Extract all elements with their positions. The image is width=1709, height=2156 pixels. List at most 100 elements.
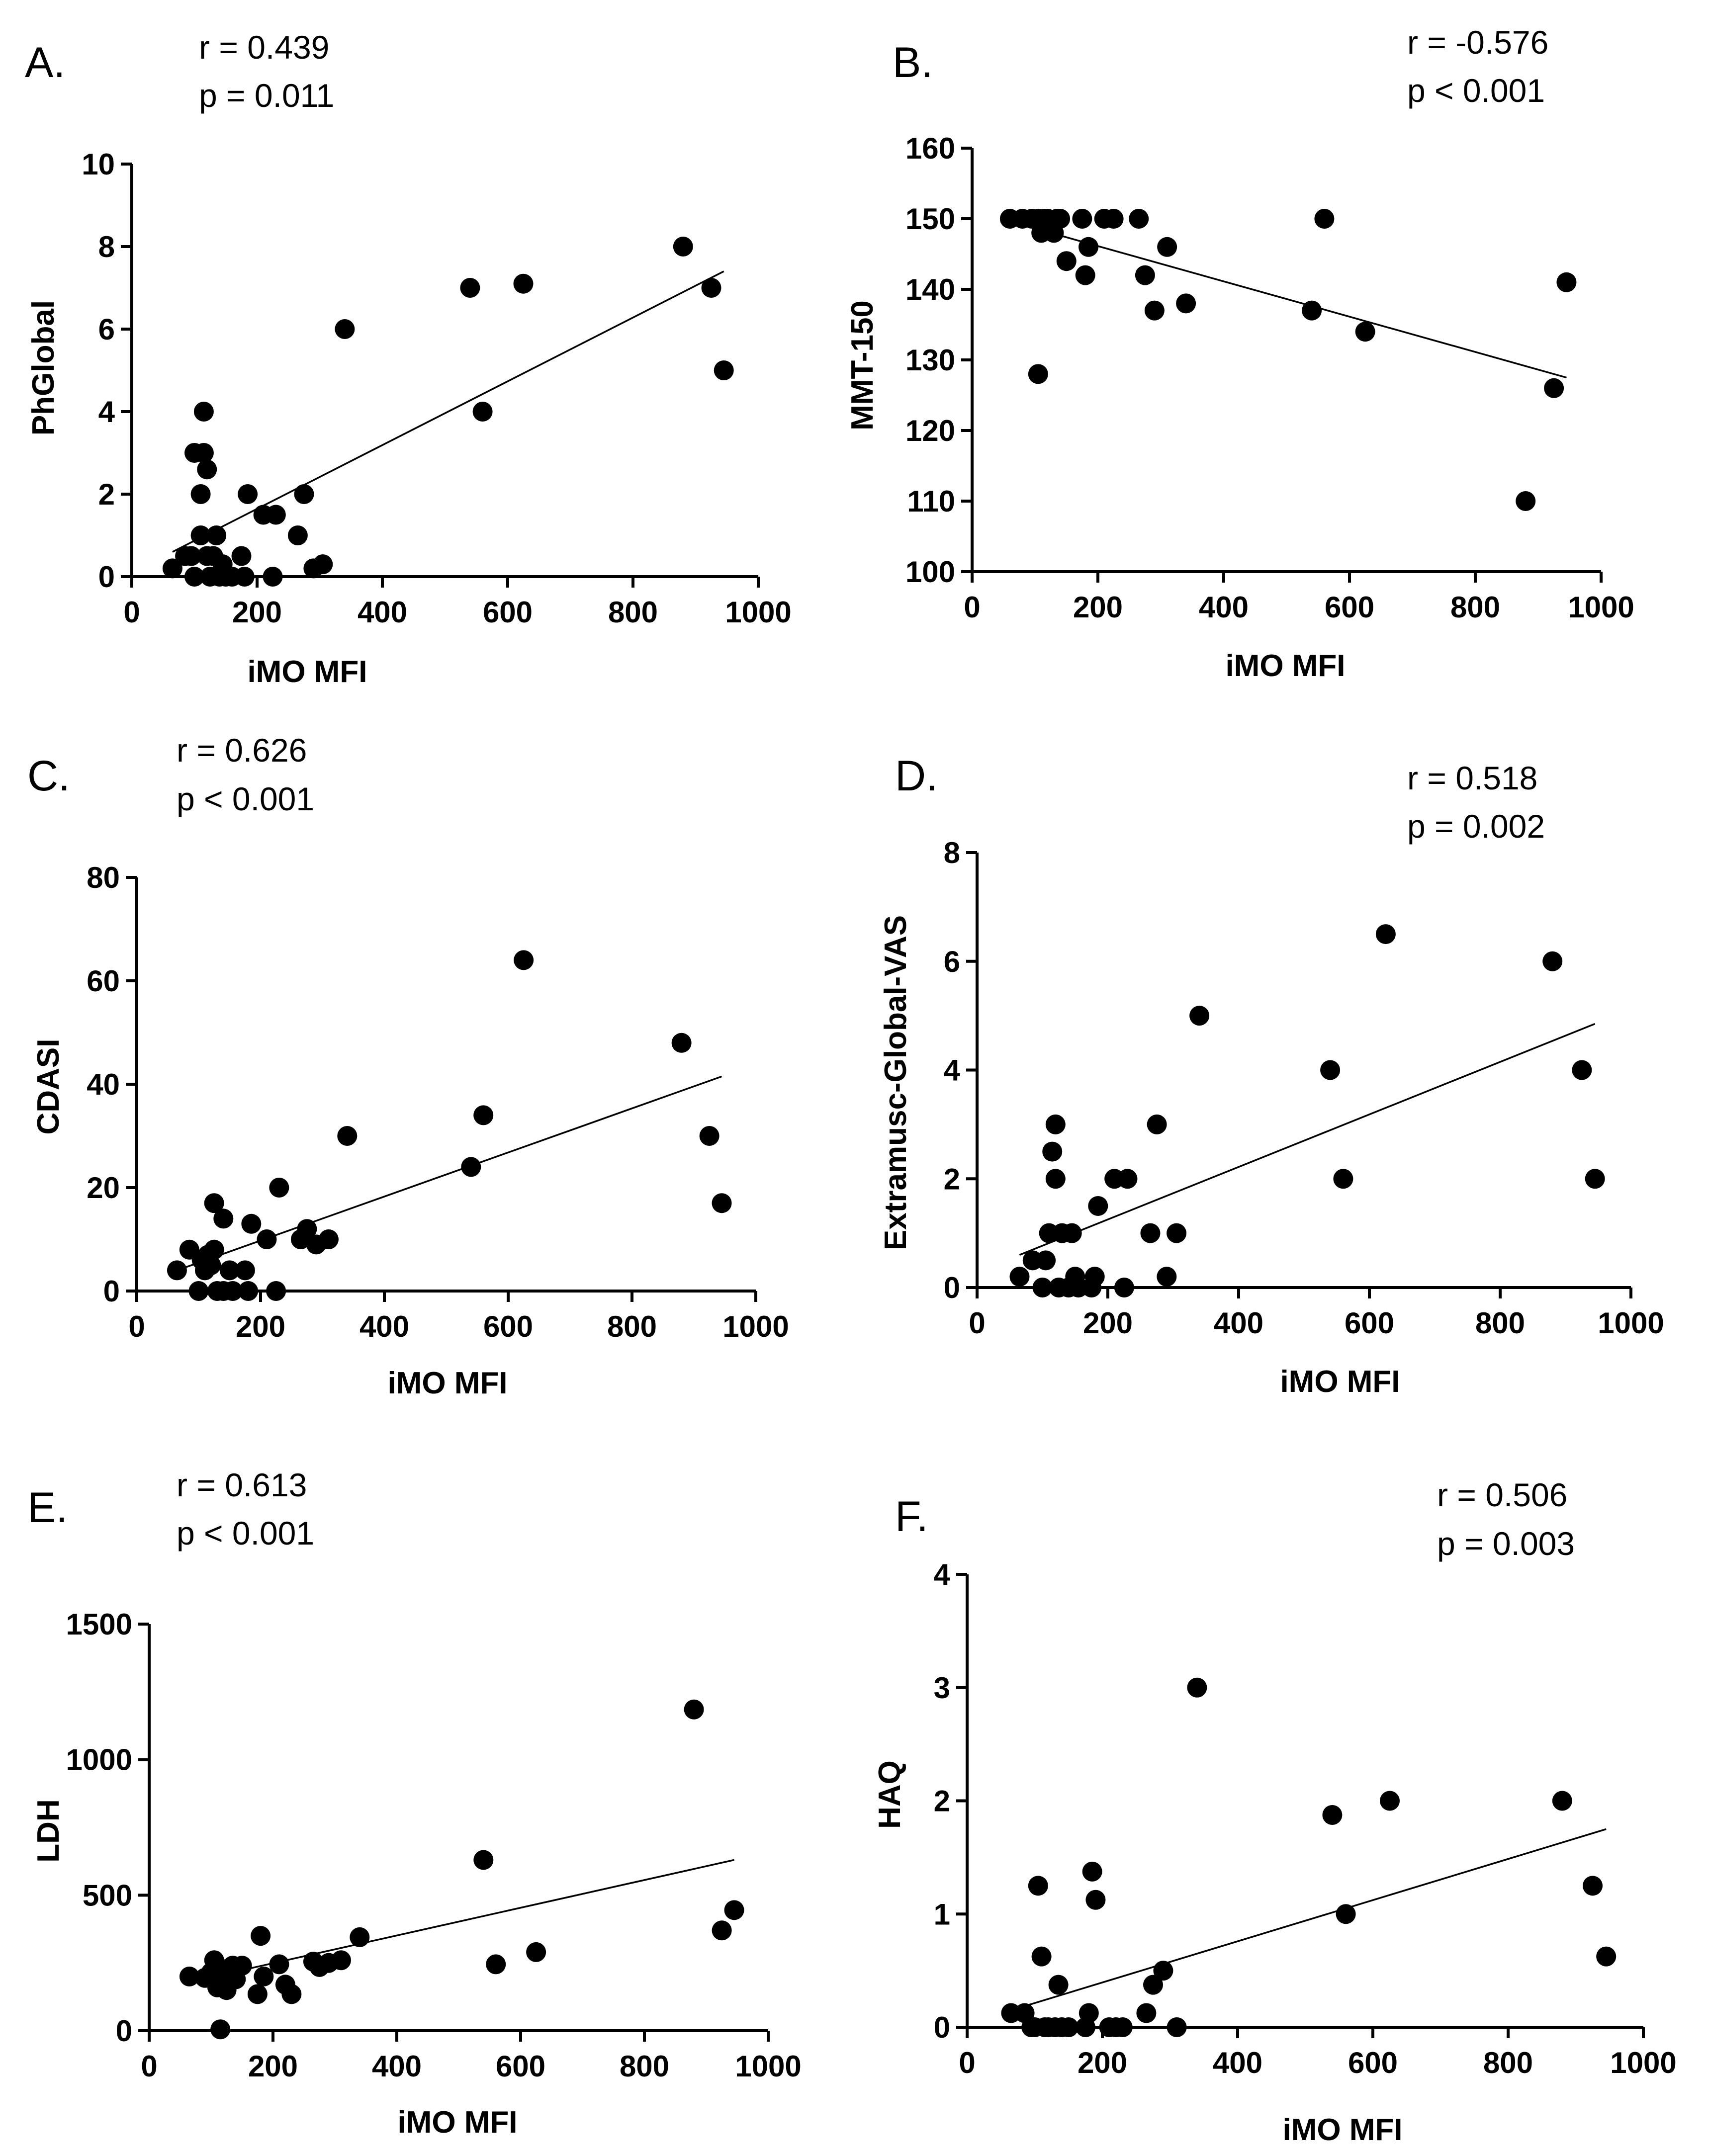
panel-b-trendline (1012, 221, 1567, 379)
panel-c-x-tick-label: 800 (607, 1310, 657, 1343)
panel-f-y-tick-label: 1 (934, 1897, 950, 1931)
panel-c-y-tick-label: 0 (103, 1275, 120, 1308)
panel-c-x-tick-label: 400 (360, 1310, 409, 1343)
panel-b-r-value: r = -0.576 (1407, 24, 1548, 61)
panel-f-data-point (1082, 1861, 1102, 1882)
panel-e-r-value: r = 0.613 (177, 1466, 307, 1503)
panel-c-data-point (235, 1260, 255, 1281)
panel-f-data-point (1596, 1946, 1617, 1967)
panel-f-data-point (1085, 1890, 1106, 1910)
panel-b-data-point (1135, 265, 1155, 285)
panel-d-trendline (1019, 1023, 1596, 1256)
panel-e-data-point (684, 1699, 704, 1720)
panel-c-data-point (213, 1208, 234, 1229)
panel-b-data-point (1028, 364, 1048, 384)
panel-c-r-value: r = 0.626 (177, 732, 307, 769)
panel-f-data-point (1136, 2003, 1157, 2023)
panel-b-data-point (1157, 237, 1177, 257)
panel-b-x-axis-title: iMO MFI (1225, 649, 1345, 683)
panel-f-x-tick-label: 200 (1078, 2046, 1127, 2079)
panel-f-data-point (1112, 2017, 1133, 2037)
panel-e-x-tick-label: 200 (248, 2050, 298, 2083)
panel-d-data-point (1157, 1267, 1177, 1287)
panel-d-data-point (1062, 1223, 1082, 1243)
panel-a-data-point (287, 525, 308, 545)
panel-e-x-axis-title: iMO MFI (397, 2105, 517, 2140)
panel-d-letter: D. (895, 752, 938, 800)
panel-c-y-axis-title: CDASI (31, 1039, 66, 1135)
panel-a-data-point (263, 567, 283, 587)
panel-f-x-tick-label: 1000 (1610, 2046, 1676, 2079)
panel-c-data-point (671, 1033, 692, 1053)
panel-b-x-tick-label: 800 (1450, 591, 1500, 624)
panel-b-y-tick-label: 160 (905, 132, 955, 165)
panel-b-data-point (1056, 251, 1077, 271)
panel-a-data-point (335, 319, 355, 339)
panel-d-data-point (1140, 1223, 1161, 1243)
panel-b-data-point (1314, 209, 1335, 229)
panel-c-data-point (238, 1281, 259, 1301)
panel-d-data-point (1542, 951, 1563, 971)
panel-c-y-tick-label: 80 (87, 861, 120, 894)
panel-f-plot: 0 200 400 600 800 1000 0 1 2 3 4 (934, 1558, 1677, 2079)
panel-f-r-value: r = 0.506 (1437, 1476, 1567, 1513)
panel-c-data-point (297, 1219, 317, 1239)
panel-e-data-point (251, 1926, 271, 1946)
panel-f-letter: F. (895, 1493, 928, 1541)
panel-a-data-point (460, 278, 480, 298)
panel-e-x-tick-label: 0 (141, 2050, 157, 2083)
panel-e-data-point (247, 1984, 268, 2004)
panel-e-y-axis-title: LDH (31, 1799, 66, 1862)
panel-f-x-tick-label: 400 (1213, 2046, 1262, 2079)
panel-f-y-tick-label: 3 (934, 1671, 950, 1705)
panel-b-data-point (1176, 293, 1196, 314)
panel-a-x-axis-title: iMO MFI (247, 655, 367, 689)
panel-a: A. r = 0.439 p = 0.011 PhGlobal iMO MFI … (25, 29, 792, 689)
panel-f-data-point (1380, 1791, 1400, 1811)
panel-d-data-point (1032, 1278, 1053, 1297)
panel-f: F. r = 0.506 p = 0.003 HAQ iMO MFI 0 200 4… (873, 1476, 1677, 2147)
panel-c-x-tick-label: 200 (236, 1310, 285, 1343)
panel-a-x-tick-label: 800 (608, 596, 658, 629)
panel-d-y-tick-label: 8 (944, 836, 960, 869)
panel-d-data-point (1045, 1114, 1066, 1134)
panel-a-y-tick-label: 2 (98, 478, 115, 511)
panel-a-data-point (162, 558, 182, 579)
panel-c-data-point (241, 1213, 262, 1234)
panel-d-data-point (1084, 1267, 1105, 1287)
panel-e: E. r = 0.613 p < 0.001 LDH iMO MFI 0 200 4… (27, 1466, 802, 2140)
panel-d-y-tick-label: 2 (944, 1162, 960, 1196)
panel-d-data-point (1585, 1169, 1605, 1189)
panel-f-data-point (1167, 2017, 1187, 2037)
panel-a-y-tick-label: 10 (82, 148, 115, 181)
panel-e-data-point (724, 1900, 744, 1920)
panel-d-x-tick-label: 600 (1345, 1306, 1394, 1340)
panel-a-data-point (193, 402, 214, 422)
panel-c-x-axis-title: iMO MFI (387, 1366, 507, 1400)
panel-f-data-point (1153, 1961, 1173, 1981)
panel-e-data-point (473, 1850, 494, 1870)
panel-a-data-point (181, 546, 201, 566)
panel-f-x-axis-title: iMO MFI (1282, 2113, 1402, 2147)
panel-e-data-point (254, 1966, 274, 1986)
panel-b-letter: B. (893, 39, 933, 86)
panel-f-y-axis-title: HAQ (873, 1760, 907, 1829)
panel-e-data-point (331, 1950, 351, 1971)
panel-f-data-point (1552, 1791, 1572, 1811)
panel-c-data-point (167, 1260, 187, 1281)
panel-a-data-point (190, 525, 211, 545)
panel-a-data-point (193, 443, 214, 463)
panel-d-data-point (1036, 1250, 1056, 1271)
panel-b-y-tick-label: 150 (905, 202, 955, 236)
panel-c-x-tick-label: 600 (483, 1310, 533, 1343)
panel-c: C. r = 0.626 p < 0.001 CDASI iMO MFI 0 20… (27, 732, 789, 1400)
panel-e-x-tick-label: 600 (496, 2050, 545, 2083)
panel-a-y-tick-label: 8 (98, 230, 115, 263)
panel-e-data-point (712, 1920, 732, 1941)
panel-b-x-tick-label: 1000 (1568, 591, 1634, 624)
panel-a-data-point (294, 484, 314, 504)
panel-b-data-point (1302, 300, 1322, 321)
panel-f-x-tick-label: 800 (1483, 2046, 1533, 2079)
panel-d: D. r = 0.518 p = 0.002 Extramusc-Global-… (879, 752, 1664, 1399)
